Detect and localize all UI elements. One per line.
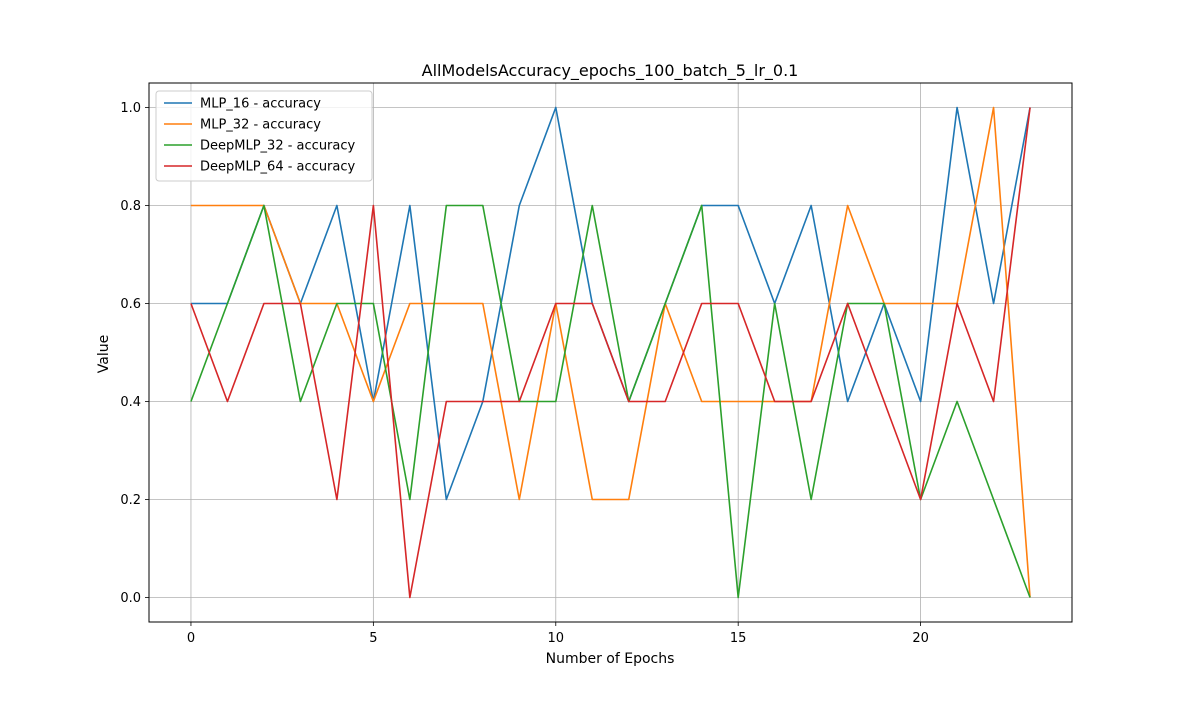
x-tick-label: 20 [912, 631, 929, 646]
legend-label: DeepMLP_32 - accuracy [200, 139, 356, 154]
y-tick-label: 0.4 [120, 395, 141, 410]
x-tick-label: 0 [187, 631, 195, 646]
y-tick-label: 0.6 [120, 297, 141, 312]
series-line-deepmlp-64 [190, 107, 1031, 599]
x-axis-label: Number of Epochs [546, 651, 675, 667]
y-tick-label: 0.0 [120, 591, 141, 606]
legend-box [155, 90, 373, 182]
series-line-deepmlp-32 [190, 204, 1031, 599]
legend: MLP_16 - accuracy MLP_32 - accuracy DeepML… [155, 90, 373, 182]
series-lines [190, 106, 1031, 599]
y-tick-label: 1.0 [120, 101, 141, 116]
legend-label: MLP_32 - accuracy [200, 118, 321, 133]
y-tick-label: 0.2 [120, 493, 141, 508]
axis-ticks: 0 5 10 15 20 0.0 0.2 0.4 0.6 0.8 1.0 [120, 101, 929, 646]
x-tick-label: 10 [548, 631, 565, 646]
plot-frame [148, 82, 1073, 623]
chart-title: AllModelsAccuracy_epochs_100_batch_5_lr_… [422, 61, 799, 81]
y-axis-label: Value [96, 335, 112, 373]
series-line-mlp-32 [190, 106, 1031, 598]
legend-label: DeepMLP_64 - accuracy [200, 160, 356, 175]
x-tick-label: 5 [369, 631, 377, 646]
y-tick-label: 0.8 [120, 199, 141, 214]
x-tick-label: 15 [730, 631, 747, 646]
legend-label: MLP_16 - accuracy [200, 97, 321, 112]
